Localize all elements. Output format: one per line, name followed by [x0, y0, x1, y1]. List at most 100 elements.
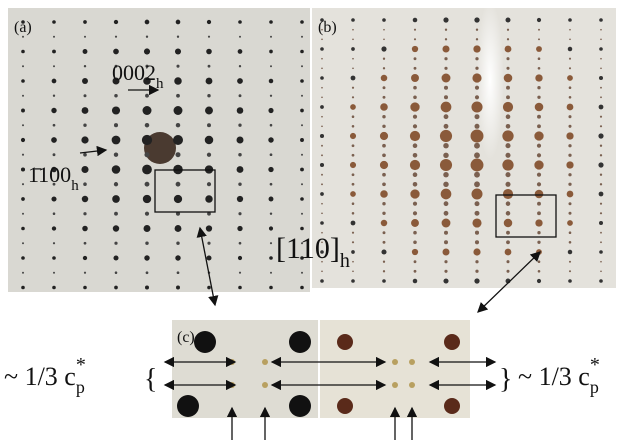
spot	[600, 67, 602, 69]
spot	[502, 130, 513, 141]
spot	[392, 359, 398, 365]
spot	[471, 101, 482, 112]
spot	[176, 241, 179, 244]
spot	[411, 74, 419, 82]
spot	[599, 47, 603, 51]
subscript: h	[156, 76, 164, 92]
spot	[569, 86, 572, 89]
spot	[238, 212, 241, 215]
spot	[114, 20, 118, 24]
spot	[567, 191, 574, 198]
spot	[600, 38, 602, 40]
spot	[112, 106, 120, 114]
spot	[474, 17, 479, 22]
spot	[83, 20, 87, 24]
spot	[598, 162, 603, 167]
spot	[350, 133, 356, 139]
spot	[472, 218, 481, 227]
spot	[206, 225, 212, 231]
spot	[21, 109, 25, 113]
brace: {	[144, 364, 157, 395]
spot	[321, 183, 323, 185]
spot	[146, 271, 149, 274]
spot	[194, 331, 216, 353]
spot	[507, 29, 509, 31]
spot	[145, 123, 150, 128]
spot	[237, 226, 242, 231]
spot	[414, 270, 417, 273]
spot	[173, 135, 183, 145]
spot	[474, 152, 480, 158]
spot	[112, 195, 120, 203]
spot	[84, 36, 86, 38]
spot	[474, 172, 480, 178]
spot	[351, 47, 355, 51]
spot	[113, 255, 118, 260]
spot	[444, 260, 447, 263]
spot	[269, 197, 274, 202]
spot	[145, 182, 150, 187]
spot	[600, 116, 602, 118]
spot	[207, 286, 211, 290]
spot	[443, 172, 448, 177]
spot	[537, 202, 541, 206]
spot	[537, 153, 541, 157]
spot	[506, 240, 510, 244]
spot	[444, 57, 447, 60]
spot	[351, 221, 356, 226]
spot	[444, 124, 449, 129]
spot	[568, 212, 571, 215]
spot	[270, 242, 272, 244]
spot	[53, 272, 55, 274]
spot	[269, 226, 273, 230]
subscript: p	[590, 377, 599, 397]
subscript: h	[71, 178, 79, 194]
spot	[269, 20, 273, 24]
spot	[412, 46, 418, 52]
spot	[22, 95, 24, 97]
spot	[352, 29, 354, 31]
spot	[506, 95, 510, 99]
spot	[21, 197, 25, 201]
spot	[53, 36, 55, 38]
spot	[237, 78, 243, 84]
spot	[239, 242, 242, 245]
spot	[321, 125, 323, 127]
spot	[238, 124, 241, 127]
spot	[444, 95, 448, 99]
spot	[238, 49, 243, 54]
spot	[350, 191, 356, 197]
spot	[600, 29, 602, 31]
spot	[445, 38, 447, 40]
spot	[237, 196, 243, 202]
spot	[537, 241, 540, 244]
spot	[392, 382, 398, 388]
spot	[301, 272, 303, 274]
spot	[143, 195, 151, 203]
spot	[114, 286, 118, 290]
spot	[321, 96, 323, 98]
spot	[600, 154, 602, 156]
spot	[413, 86, 417, 90]
spot	[82, 226, 87, 231]
spot	[440, 159, 452, 171]
spot	[352, 67, 354, 69]
figure: (a) (b) (c) 0002h 1̄100h [110]h ~ 1/3 c*…	[0, 0, 637, 444]
spot	[568, 115, 571, 118]
spot	[22, 242, 24, 244]
spot	[144, 225, 151, 232]
spot	[321, 174, 323, 176]
index: 1̄100	[28, 162, 71, 187]
spot	[444, 398, 460, 414]
spot	[53, 242, 55, 244]
spot	[537, 211, 541, 215]
spot	[537, 96, 540, 99]
spot	[506, 211, 511, 216]
spot	[207, 242, 210, 245]
spot	[300, 20, 304, 24]
spot	[175, 152, 180, 157]
spot	[474, 143, 480, 149]
spot	[300, 79, 304, 83]
spot	[382, 125, 385, 128]
spot	[568, 144, 571, 147]
